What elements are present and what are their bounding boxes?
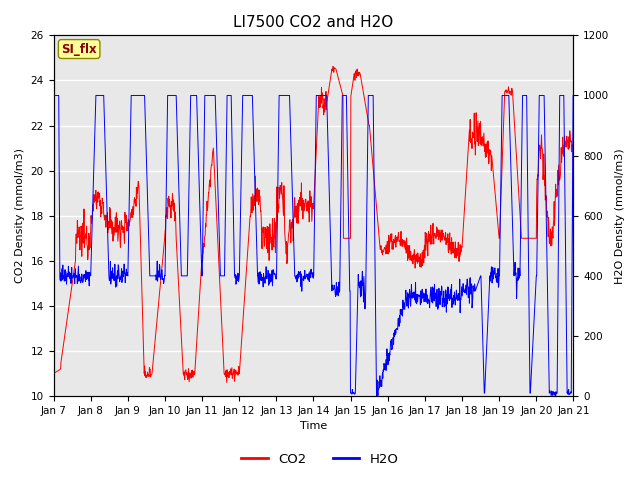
Text: SI_flx: SI_flx — [61, 43, 97, 56]
Y-axis label: CO2 Density (mmol/m3): CO2 Density (mmol/m3) — [15, 148, 25, 283]
Legend: CO2, H2O: CO2, H2O — [236, 447, 404, 471]
X-axis label: Time: Time — [300, 421, 327, 432]
Y-axis label: H2O Density (mmol/m3): H2O Density (mmol/m3) — [615, 148, 625, 284]
Title: LI7500 CO2 and H2O: LI7500 CO2 and H2O — [234, 15, 394, 30]
